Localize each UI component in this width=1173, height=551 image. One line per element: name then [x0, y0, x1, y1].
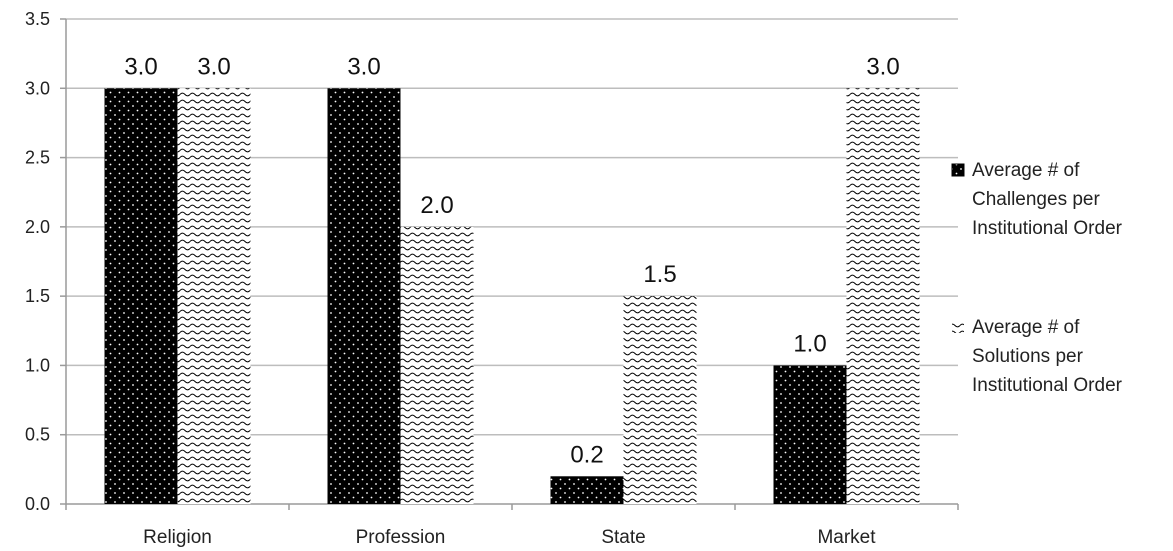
x-axis-category-labels: Religion Profession State Market	[143, 527, 876, 548]
data-label: 3.0	[347, 53, 380, 80]
legend: Average # of Challenges per Institutional …	[951, 160, 1123, 396]
y-tick-label: 0.5	[25, 425, 50, 445]
legend-label-line: Institutional Order	[972, 375, 1123, 396]
data-labels: 3.0 3.0 3.0 2.0 0.2 1.5 1.0 3.0	[124, 53, 899, 468]
data-label: 1.5	[643, 261, 676, 288]
data-label: 3.0	[124, 53, 157, 80]
legend-label-line: Solutions per	[972, 346, 1084, 367]
x-category-label: Religion	[143, 527, 212, 548]
x-category-label: Market	[817, 527, 876, 548]
bar-profession-series-2	[400, 226, 474, 504]
y-tick-label: 3.0	[25, 78, 50, 98]
data-label: 3.0	[866, 53, 899, 80]
bar-religion-series-1	[104, 88, 178, 505]
legend-swatch-series-1	[951, 163, 965, 177]
legend-label-line: Average # of	[972, 317, 1080, 338]
bar-market-series-2	[846, 88, 920, 505]
bar-religion-series-2	[177, 88, 251, 505]
y-tick-label: 1.5	[25, 286, 50, 306]
y-axis-tick-labels: 0.0 0.5 1.0 1.5 2.0 2.5 3.0 3.5	[25, 9, 50, 514]
data-label: 1.0	[793, 330, 826, 357]
legend-label-line: Institutional Order	[972, 218, 1123, 239]
bars	[104, 88, 920, 505]
legend-label-line: Average # of	[972, 160, 1080, 181]
x-category-label: State	[601, 527, 645, 548]
bar-state-series-1	[550, 476, 624, 504]
data-label: 2.0	[420, 192, 453, 219]
y-tick-label: 2.0	[25, 217, 50, 237]
bar-state-series-2	[623, 296, 697, 504]
data-label: 3.0	[197, 53, 230, 80]
y-tick-label: 3.5	[25, 9, 50, 29]
x-category-label: Profession	[356, 527, 446, 548]
legend-swatch-series-2	[952, 321, 964, 333]
legend-label-line: Challenges per	[972, 189, 1100, 210]
bar-market-series-1	[773, 365, 847, 504]
data-label: 0.2	[570, 441, 603, 468]
y-tick-label: 0.0	[25, 494, 50, 514]
y-tick-label: 1.0	[25, 355, 50, 375]
bar-profession-series-1	[327, 88, 401, 505]
y-tick-label: 2.5	[25, 148, 50, 168]
